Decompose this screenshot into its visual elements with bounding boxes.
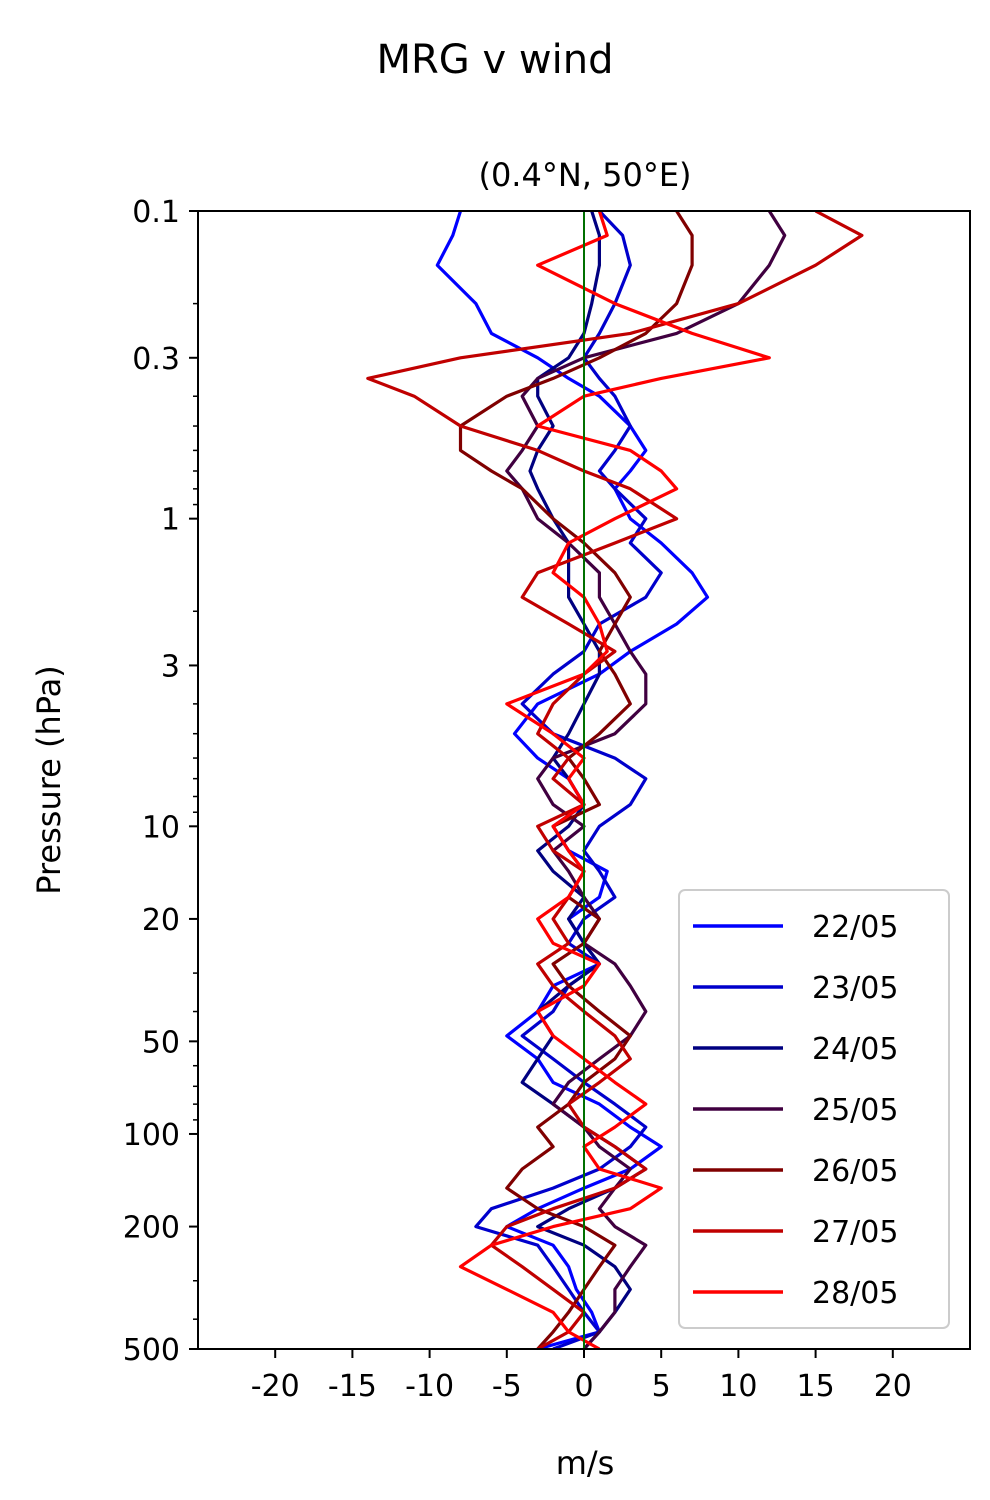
y-axis-ticks: 0.1 0.3 1 3 10 20 50 100 200 500 bbox=[123, 195, 198, 1368]
x-tick-label: 5 bbox=[652, 1369, 671, 1404]
legend-label: 26/05 bbox=[812, 1154, 898, 1189]
x-tick-label: -5 bbox=[492, 1369, 522, 1404]
y-tick-label: 1 bbox=[161, 503, 180, 538]
legend-label: 24/05 bbox=[812, 1032, 898, 1067]
legend-label: 28/05 bbox=[812, 1276, 898, 1311]
series-line-27-05 bbox=[366, 211, 864, 1349]
x-tick-label: 0 bbox=[574, 1369, 593, 1404]
y-tick-label: 200 bbox=[123, 1211, 180, 1246]
legend-label: 23/05 bbox=[812, 971, 898, 1006]
y-tick-label: 0.1 bbox=[132, 195, 180, 230]
y-tick-label: 500 bbox=[123, 1333, 180, 1368]
x-tick-label: -10 bbox=[405, 1369, 454, 1404]
y-tick-label: 100 bbox=[123, 1118, 180, 1153]
x-tick-label: -15 bbox=[328, 1369, 377, 1404]
y-tick-label: 10 bbox=[142, 810, 180, 845]
plot-frame bbox=[197, 210, 971, 1350]
series-line-23-05 bbox=[474, 211, 663, 1349]
x-axis-label: m/s bbox=[556, 1444, 615, 1482]
x-tick-label: 10 bbox=[719, 1369, 757, 1404]
y-tick-label: 50 bbox=[142, 1025, 180, 1060]
figure-suptitle: MRG v wind bbox=[377, 37, 614, 83]
series-line-28-05 bbox=[458, 211, 771, 1349]
legend-box bbox=[678, 889, 950, 1329]
x-tick-label: 15 bbox=[797, 1369, 835, 1404]
legend: 22/05 23/05 24/05 25/05 26/05 27/05 28/05 bbox=[678, 889, 950, 1329]
series-line-22-05 bbox=[435, 211, 710, 1349]
y-tick-label: 3 bbox=[161, 649, 180, 684]
legend-label: 27/05 bbox=[812, 1215, 898, 1250]
y-tick-label: 0.3 bbox=[132, 342, 180, 377]
x-tick-label: -20 bbox=[251, 1369, 300, 1404]
axes-title: (0.4°N, 50°E) bbox=[478, 156, 691, 194]
legend-label: 25/05 bbox=[812, 1093, 898, 1128]
y-tick-label: 20 bbox=[142, 903, 180, 938]
plot-area bbox=[366, 211, 864, 1349]
x-axis-ticks: -20 -15 -10 -5 0 5 10 15 20 bbox=[251, 1349, 912, 1404]
x-tick-label: 20 bbox=[874, 1369, 912, 1404]
y-axis-label: Pressure (hPa) bbox=[30, 665, 68, 895]
legend-label: 22/05 bbox=[812, 910, 898, 945]
